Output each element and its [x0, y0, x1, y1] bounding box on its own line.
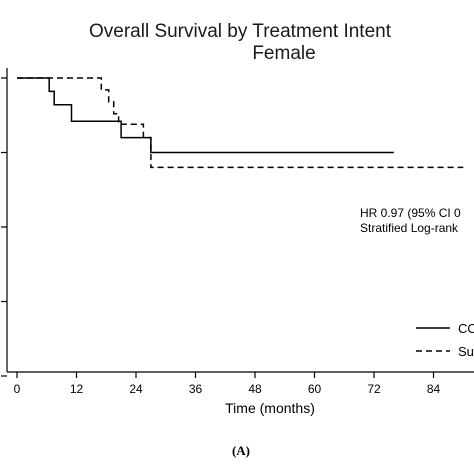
annotation-hr: HR 0.97 (95% CI 0 — [360, 206, 461, 220]
annotation-logrank: Stratified Log-rank — [360, 221, 459, 235]
legend: CO Su — [416, 321, 474, 359]
x-tick-label: 60 — [308, 382, 322, 396]
x-tick-label: 36 — [189, 382, 203, 396]
x-tick-label: 84 — [427, 382, 441, 396]
x-tick-label: 48 — [248, 382, 262, 396]
chart-title: Overall Survival by Treatment Intent — [89, 21, 392, 42]
panel-label: (A) — [232, 443, 250, 458]
x-tick-label: 0 — [14, 382, 21, 396]
x-axis-label: Time (months) — [225, 400, 315, 416]
series-line-su — [17, 77, 464, 169]
legend-label-su: Su — [458, 344, 474, 359]
legend-label-co: CO — [458, 321, 474, 336]
x-axis: 0 12 24 36 48 60 72 84 — [7, 371, 474, 396]
y-axis — [1, 68, 8, 377]
series-line-co — [17, 77, 394, 154]
x-tick-label: 72 — [367, 382, 381, 396]
x-tick-label: 24 — [129, 382, 143, 396]
chart-subtitle: Female — [252, 43, 315, 64]
x-tick-label: 12 — [70, 382, 84, 396]
